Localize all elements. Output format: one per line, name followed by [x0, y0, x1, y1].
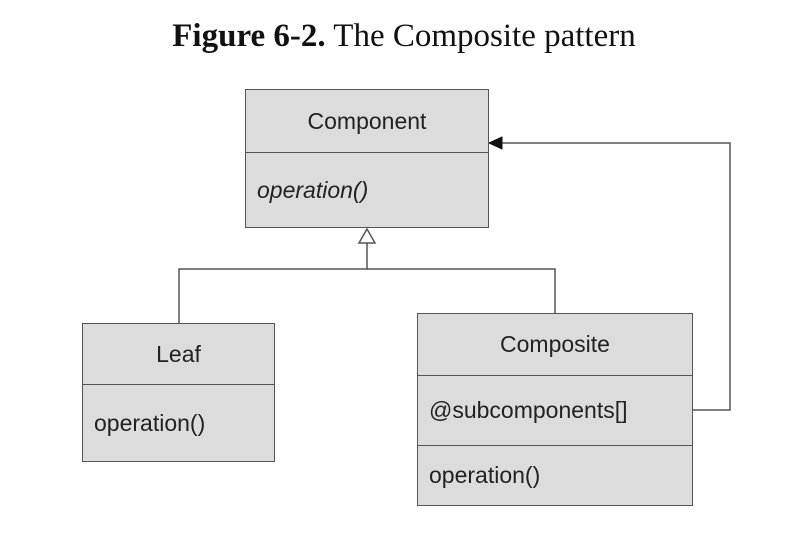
subcomponents-association-line — [501, 142, 731, 411]
association-arrowhead — [487, 136, 503, 150]
leaf-class-name: Leaf — [156, 340, 201, 367]
component-class: Component operation() — [245, 89, 489, 228]
figure-label: Figure 6-2. — [172, 18, 326, 54]
composite-class-name: Composite — [500, 331, 610, 357]
figure-title: The Composite pattern — [333, 18, 636, 54]
composite-operation: operation() — [418, 445, 692, 505]
leaf-class: Leaf operation() — [82, 323, 275, 462]
leaf-generalization-line — [178, 243, 368, 323]
composite-class: Composite @subcomponents[] operation() — [417, 313, 693, 506]
figure-caption: Figure 6-2. The Composite pattern — [0, 18, 808, 55]
composite-attribute: @subcomponents[] — [418, 375, 692, 445]
leaf-operation: operation() — [83, 384, 274, 462]
generalization-arrowhead — [357, 227, 377, 244]
component-class-name: Component — [307, 107, 427, 134]
component-operation: operation() — [246, 152, 488, 228]
composite-generalization-line — [367, 268, 556, 313]
